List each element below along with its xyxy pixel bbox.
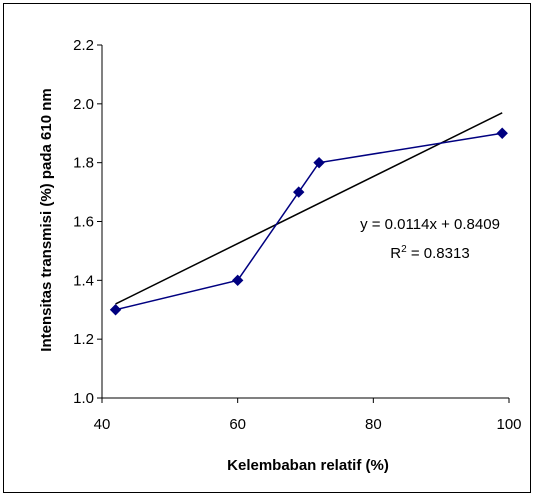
axes: 1.0 1.2 1.4 1.6 1.8 2.0 2.2 40 60 80 100 xyxy=(73,37,521,433)
trendline xyxy=(115,112,503,305)
x-ticks: 40 60 80 100 xyxy=(94,398,522,433)
data-point xyxy=(109,304,122,316)
y-tick-label: 1.6 xyxy=(73,214,94,231)
data-point xyxy=(293,186,305,198)
trendline-equation: y = 0.0114x + 0.8409 xyxy=(360,216,500,233)
x-tick-label: 60 xyxy=(229,416,246,433)
y-ticks: 1.0 1.2 1.4 1.6 1.8 2.0 2.2 xyxy=(73,37,102,407)
y-tick-label: 1.8 xyxy=(73,155,94,172)
x-axis-title: Kelembaban relatif (%) xyxy=(227,457,389,474)
data-point xyxy=(313,156,325,169)
y-tick-label: 1.0 xyxy=(73,390,94,407)
data-point xyxy=(231,274,244,287)
x-tick-label: 40 xyxy=(94,416,111,433)
series-markers xyxy=(109,127,508,316)
x-tick-label: 100 xyxy=(496,416,521,433)
y-tick-label: 2.0 xyxy=(73,96,94,113)
y-tick-label: 1.4 xyxy=(73,272,94,289)
chart-frame xyxy=(3,3,531,493)
y-tick-label: 2.2 xyxy=(73,37,94,54)
r-squared-label: R2 = 0.8313 xyxy=(390,244,469,262)
data-point xyxy=(496,127,508,139)
y-tick-label: 1.2 xyxy=(73,331,94,348)
x-tick-label: 80 xyxy=(365,416,382,433)
y-axis-title: Intensitas transmisi (%) pada 610 nm xyxy=(38,88,55,351)
